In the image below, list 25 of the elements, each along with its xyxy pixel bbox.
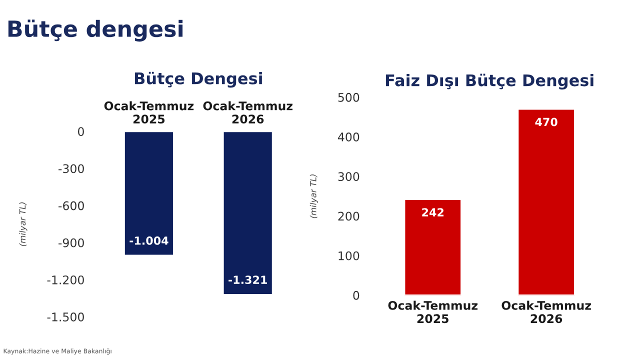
y-axis-title: (milyar TL): [19, 202, 28, 246]
y-tick-label: 100: [338, 251, 360, 260]
data-label: -1.004: [130, 236, 168, 245]
y-tick-label: 0: [78, 127, 84, 136]
x-tick-label: Ocak-Temmuz 2026: [203, 101, 292, 124]
data-label: 470: [535, 118, 558, 126]
chart-title: Bütçe Dengesi: [134, 72, 262, 88]
y-tick-label: 300: [338, 172, 360, 182]
y-tick-label: -600: [58, 201, 84, 210]
chart-title: Faiz Dışı Bütçe Dengesi: [386, 74, 594, 90]
y-axis-title: (milyar TL): [310, 174, 318, 218]
y-tick-label: -1.500: [47, 312, 84, 322]
x-tick-label: Ocak-Temmuz 2026: [502, 300, 591, 324]
y-tick-label: 400: [338, 132, 360, 142]
x-tick-label: Ocak-Temmuz 2025: [104, 101, 194, 124]
y-tick-label: 0: [353, 290, 360, 300]
y-tick-label: 500: [338, 92, 360, 102]
y-tick-label: -900: [58, 238, 84, 248]
y-tick-label: 200: [338, 212, 360, 221]
y-tick-label: -300: [58, 164, 84, 174]
data-label: 242: [422, 208, 444, 216]
y-tick-label: -1.200: [47, 275, 84, 284]
x-tick-label: Ocak-Temmuz 2025: [388, 300, 478, 324]
text: Bütçe dengesi: [8, 20, 183, 42]
data-label: -1.321: [228, 276, 267, 284]
